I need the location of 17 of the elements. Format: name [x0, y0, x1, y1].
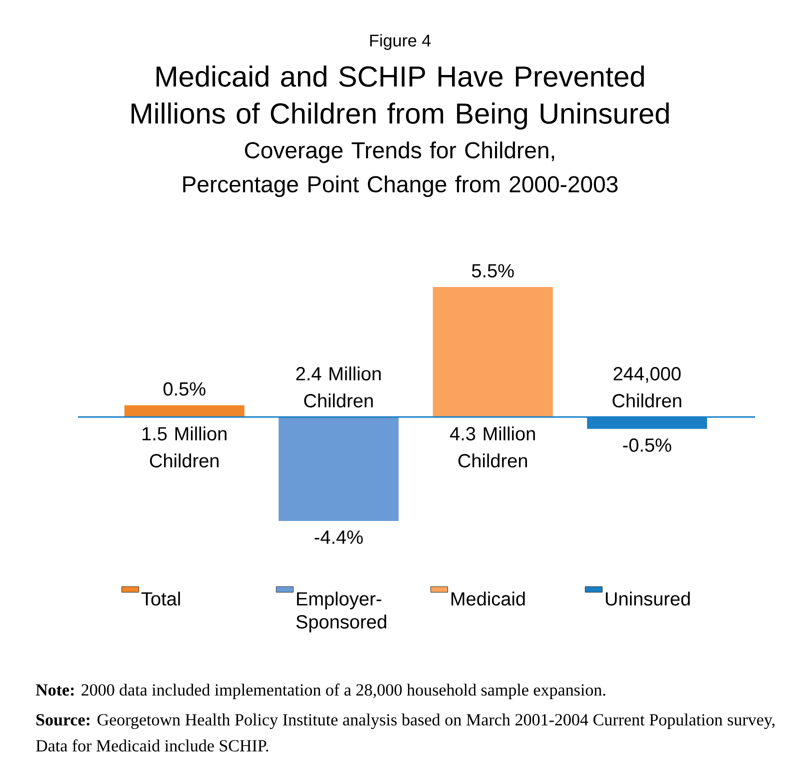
text: Note: 2000 data included implementation of a 28,000 household sample expansion.: [36, 684, 606, 700]
data-label: 0.5%: [163, 382, 206, 396]
annotation: 4.3 Million Children: [450, 426, 535, 468]
legend-label: Employer-Sponsored: [296, 592, 386, 632]
legend-label: Medicaid: [452, 592, 525, 606]
annotation: 1.5 Million Children: [142, 426, 226, 468]
legend-label: Total: [141, 592, 180, 606]
annotation: 244,000 Children: [612, 367, 682, 408]
data-label: -0.5%: [623, 438, 672, 452]
chart-subtitle: Coverage Trends for Children, Percentage Point Change from 2000-2003: [183, 142, 618, 197]
annotation: 2.4 Million Children: [296, 366, 381, 408]
data-label: 5.5%: [472, 264, 514, 278]
chart-title: Medicaid and SCHIP Have Prevented Millions of Children from Being Uninsured: [132, 66, 669, 130]
caption: Figure 4: [370, 34, 431, 50]
legend-label: Uninsured: [606, 592, 690, 606]
text: Source: Georgetown Health Policy Institute analysis based on March 2001-2004 Current Population survey, Data for Medicaid include SCHIP.: [36, 714, 775, 752]
data-label: -4.4%: [314, 530, 363, 544]
